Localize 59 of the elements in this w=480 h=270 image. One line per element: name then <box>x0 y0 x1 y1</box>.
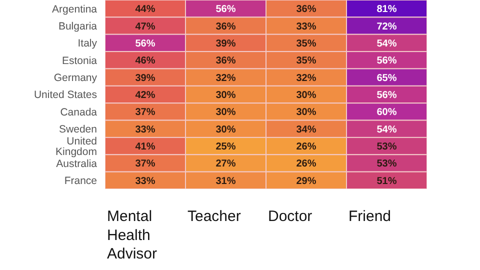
data-label: 39% <box>216 38 236 50</box>
data-label: 56% <box>376 90 397 101</box>
data-label: 26% <box>296 158 316 170</box>
data-label: 53% <box>376 142 397 153</box>
y-tick-label: Germany <box>54 72 98 84</box>
y-tick-label: Bulgaria <box>58 20 98 32</box>
y-tick-label: Australia <box>56 158 98 170</box>
data-label: 41% <box>135 142 156 153</box>
data-label: 33% <box>296 21 316 32</box>
data-label: 37% <box>135 158 156 170</box>
data-label: 34% <box>296 124 316 136</box>
y-tick-label: United Kingdom <box>56 136 98 158</box>
y-tick-label: Sweden <box>59 124 98 136</box>
data-label: 60% <box>376 107 397 118</box>
data-label: 37% <box>135 107 156 118</box>
data-label: 30% <box>216 124 236 136</box>
data-label: 30% <box>296 90 316 101</box>
data-label: 47% <box>135 21 156 32</box>
data-label: 30% <box>216 90 236 101</box>
data-label: 46% <box>135 56 156 67</box>
y-tick-label: United States <box>34 89 97 102</box>
data-label: 30% <box>296 107 316 118</box>
data-label: 29% <box>296 176 316 187</box>
y-tick-label: Canada <box>60 106 98 118</box>
y-tick-label: Italy <box>78 38 98 50</box>
data-label: 33% <box>135 124 156 136</box>
data-label: 44% <box>135 4 156 16</box>
data-label: 35% <box>296 38 316 50</box>
y-tick-label: France <box>64 175 98 188</box>
y-tick-label: Estonia <box>62 54 98 67</box>
data-label: 42% <box>135 90 156 101</box>
data-label: 81% <box>376 4 397 16</box>
data-label: 32% <box>216 72 236 84</box>
data-label: 26% <box>296 142 316 153</box>
data-label: 25% <box>216 142 236 153</box>
data-label: 36% <box>296 4 316 16</box>
data-label: 72% <box>376 21 397 32</box>
x-tick-label: Doctor <box>268 208 312 225</box>
data-label: 51% <box>376 176 397 187</box>
data-label: 31% <box>216 176 236 187</box>
data-label: 54% <box>376 124 397 136</box>
data-label: 27% <box>216 158 236 170</box>
x-tick-label: Friend <box>348 208 392 225</box>
x-tick-label: Mental Health Advisor <box>107 208 158 262</box>
data-label: 65% <box>376 72 397 84</box>
data-label: 30% <box>216 107 236 118</box>
data-label: 33% <box>135 176 156 187</box>
data-label: 56% <box>376 56 397 67</box>
data-label: 56% <box>135 38 156 50</box>
data-label: 35% <box>296 56 316 67</box>
data-label: 32% <box>296 72 316 84</box>
data-label: 56% <box>216 4 236 16</box>
data-label: 36% <box>216 56 236 67</box>
data-label: 54% <box>376 38 397 50</box>
data-label: 36% <box>216 21 236 32</box>
y-tick-label: Argentina <box>52 3 98 16</box>
data-label: 53% <box>376 158 397 170</box>
x-tick-label: Teacher <box>188 208 241 225</box>
data-label: 39% <box>135 72 156 84</box>
